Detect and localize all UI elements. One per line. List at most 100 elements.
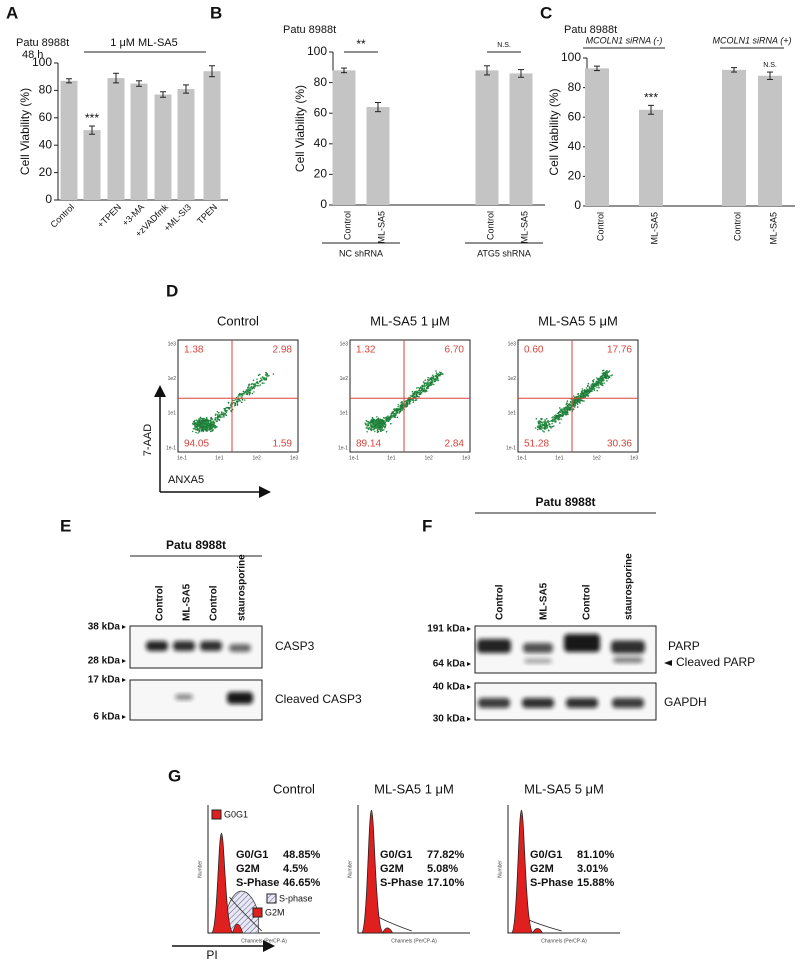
quadrant-value: 2.84 bbox=[445, 439, 465, 450]
y-tick-label: 60 bbox=[39, 110, 53, 124]
event-dot bbox=[406, 400, 409, 403]
event-dot bbox=[400, 404, 402, 407]
axis-tick-label: 1e1 bbox=[168, 411, 177, 417]
event-dot bbox=[395, 414, 397, 417]
event-dot bbox=[415, 394, 418, 397]
event-dot bbox=[588, 387, 591, 390]
protein-band bbox=[173, 641, 195, 651]
event-dot bbox=[421, 388, 424, 391]
significance: *** bbox=[85, 111, 99, 125]
panel-letter: C bbox=[540, 3, 552, 22]
event-dot bbox=[398, 411, 401, 414]
event-dot bbox=[367, 423, 369, 425]
chart-title: Patu 8988t bbox=[16, 37, 69, 49]
axis-tick-label: 1e1 bbox=[508, 411, 517, 417]
event-dot bbox=[603, 382, 605, 384]
event-dot bbox=[224, 414, 226, 416]
event-dot bbox=[194, 419, 196, 422]
event-dot bbox=[211, 430, 214, 432]
event-dot bbox=[223, 409, 226, 412]
event-dot bbox=[573, 406, 576, 408]
plot-frame bbox=[349, 339, 471, 453]
event-dot bbox=[564, 408, 567, 411]
event-dot bbox=[427, 376, 429, 379]
event-dot bbox=[439, 372, 442, 374]
legend-swatch bbox=[266, 893, 277, 904]
event-dot bbox=[213, 425, 215, 428]
event-dot bbox=[216, 410, 219, 413]
event-dot bbox=[200, 422, 203, 425]
event-dot bbox=[200, 419, 203, 422]
event-dot bbox=[243, 399, 246, 401]
axis-title: Number bbox=[497, 860, 503, 878]
axis-tick-label: 1e2 bbox=[508, 376, 517, 382]
event-dot bbox=[257, 382, 259, 385]
axis-tick-label: 1e3 bbox=[630, 455, 639, 461]
event-dot bbox=[579, 398, 582, 401]
stat-value: 48.85% bbox=[283, 849, 321, 861]
bar bbox=[130, 83, 148, 200]
marker-tick bbox=[467, 717, 471, 721]
event-dot bbox=[249, 387, 251, 390]
event-dot bbox=[544, 423, 546, 426]
event-dot bbox=[415, 399, 418, 401]
error-bar bbox=[89, 125, 95, 135]
event-dot bbox=[400, 402, 402, 404]
event-dot bbox=[368, 426, 370, 429]
event-dot bbox=[399, 407, 401, 410]
event-dot bbox=[384, 425, 387, 428]
event-dot bbox=[366, 425, 369, 427]
event-dot bbox=[427, 378, 429, 381]
event-dot bbox=[214, 416, 217, 419]
event-dot bbox=[248, 384, 250, 387]
event-dot bbox=[432, 375, 435, 378]
event-dot bbox=[381, 429, 384, 432]
event-dot bbox=[586, 394, 589, 397]
event-dot bbox=[367, 424, 370, 427]
error-bar bbox=[209, 65, 215, 78]
event-dot bbox=[392, 414, 395, 417]
event-dot bbox=[214, 414, 217, 417]
envelope bbox=[529, 919, 562, 932]
event-dot bbox=[402, 402, 404, 405]
event-dot bbox=[577, 399, 579, 402]
event-dot bbox=[559, 409, 562, 412]
event-dot bbox=[392, 410, 395, 413]
y-tick-label: 20 bbox=[314, 167, 328, 181]
event-dot bbox=[566, 412, 568, 414]
event-dot bbox=[576, 401, 578, 404]
event-dot bbox=[545, 422, 548, 424]
plot-title: ML-SA5 1 μM bbox=[370, 313, 450, 328]
bar bbox=[332, 70, 356, 205]
event-dot bbox=[573, 400, 576, 402]
event-dot bbox=[595, 380, 598, 383]
axis-tick-label: 1e3 bbox=[462, 455, 471, 461]
event-dot bbox=[596, 386, 598, 389]
event-dot bbox=[539, 420, 542, 423]
event-dot bbox=[588, 386, 591, 388]
event-dot bbox=[570, 401, 572, 404]
error-bar bbox=[731, 67, 737, 73]
event-dot bbox=[243, 393, 245, 395]
event-dot bbox=[433, 380, 436, 382]
legend-label: S-phase bbox=[279, 893, 313, 903]
event-dot bbox=[242, 390, 245, 393]
event-dot bbox=[254, 385, 256, 388]
event-dot bbox=[416, 395, 419, 398]
event-dot bbox=[422, 381, 425, 383]
quadrant-value: 2.98 bbox=[273, 345, 293, 356]
event-dot bbox=[254, 383, 256, 385]
event-dot bbox=[542, 427, 544, 429]
event-dot bbox=[589, 390, 592, 393]
event-dot bbox=[577, 400, 579, 403]
event-dot bbox=[412, 394, 414, 397]
event-dot bbox=[389, 417, 391, 420]
stat-name: G2M bbox=[380, 863, 404, 875]
event-dot bbox=[208, 424, 210, 427]
protein-band bbox=[523, 643, 553, 653]
quadrant-value: 1.32 bbox=[356, 345, 376, 356]
bar bbox=[154, 94, 172, 200]
event-dot bbox=[605, 377, 608, 380]
event-dot bbox=[587, 382, 590, 385]
event-dot bbox=[426, 381, 429, 383]
